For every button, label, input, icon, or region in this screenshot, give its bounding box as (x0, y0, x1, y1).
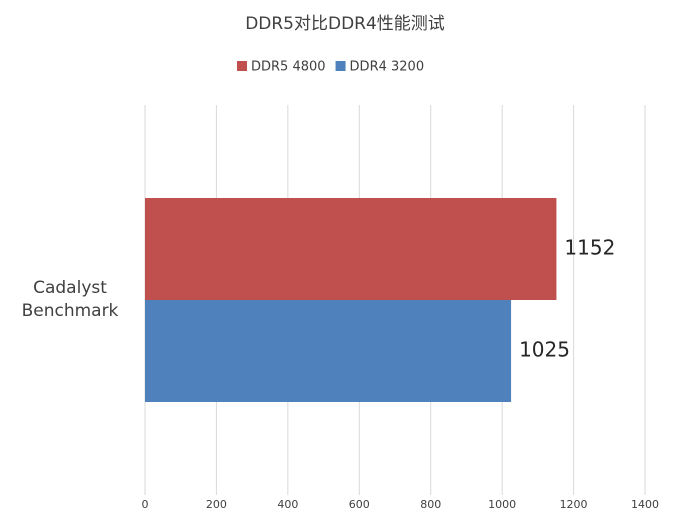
x-tick-label: 400 (277, 498, 298, 511)
x-tick-label: 1000 (488, 498, 516, 511)
x-tick-label: 200 (206, 498, 227, 511)
data-label: 1152 (564, 236, 615, 260)
x-tick-label: 0 (142, 498, 149, 511)
legend-swatch (335, 61, 346, 71)
chart-title: DDR5对比DDR4性能测试 (245, 14, 445, 34)
x-tick-label: 1200 (560, 498, 588, 511)
x-tick-label: 1400 (631, 498, 659, 511)
data-label: 1025 (519, 338, 570, 362)
y-tick-label: Cadalyst Benchmark (21, 278, 119, 321)
bar (145, 300, 512, 402)
bar (145, 198, 557, 300)
legend-label: DDR4 3200 (350, 60, 425, 75)
legend-label: DDR5 4800 (251, 60, 326, 75)
x-tick-label: 800 (420, 498, 441, 511)
x-tick-label: 600 (349, 498, 370, 511)
legend-swatch (237, 61, 247, 71)
